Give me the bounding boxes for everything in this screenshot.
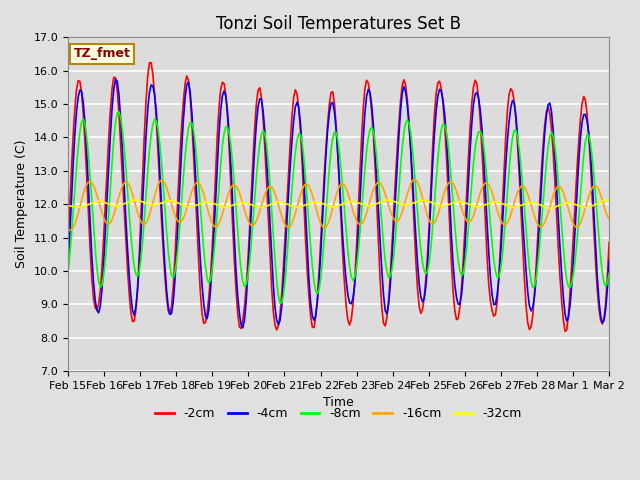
-8cm [144,168,152,174]
-2cm [147,60,155,66]
-8cm [348,274,355,280]
-2cm [346,322,353,328]
Line: -16cm: -16cm [68,180,609,230]
-8cm [276,300,284,306]
-8cm [115,109,123,115]
-32cm [64,203,72,209]
-4cm [112,77,120,83]
-4cm [449,261,457,267]
-8cm [605,271,613,276]
Legend: -2cm, -4cm, -8cm, -16cm, -32cm: -2cm, -4cm, -8cm, -16cm, -32cm [150,402,527,425]
-8cm [543,160,550,166]
Text: TZ_fmet: TZ_fmet [74,48,131,60]
Line: -32cm: -32cm [68,200,609,208]
-16cm [142,220,150,226]
-4cm [144,106,152,112]
-32cm [546,205,554,211]
Line: -4cm: -4cm [68,80,609,328]
Title: Tonzi Soil Temperatures Set B: Tonzi Soil Temperatures Set B [216,15,461,33]
-4cm [543,113,550,119]
-32cm [446,201,454,207]
-16cm [447,179,455,185]
-2cm [541,122,548,128]
-16cm [454,193,462,199]
-16cm [510,200,518,206]
-16cm [541,220,548,226]
-2cm [510,98,518,104]
-32cm [452,199,460,205]
-16cm [605,216,613,222]
-32cm [509,204,516,210]
-4cm [456,301,464,307]
-4cm [605,257,613,263]
-16cm [64,228,72,233]
-2cm [64,241,72,247]
-16cm [410,177,418,182]
-2cm [561,328,569,334]
Y-axis label: Soil Temperature (C): Soil Temperature (C) [15,140,28,268]
X-axis label: Time: Time [323,396,354,409]
-8cm [449,200,457,206]
-16cm [344,191,352,196]
-8cm [456,268,464,274]
Line: -2cm: -2cm [68,63,609,331]
-32cm [344,199,352,205]
-2cm [454,316,462,322]
-4cm [64,267,72,273]
Line: -8cm: -8cm [68,112,609,303]
-4cm [239,325,246,331]
-2cm [605,240,613,245]
-4cm [512,112,520,118]
-8cm [64,269,72,275]
-2cm [142,97,150,103]
-32cm [142,201,150,206]
-2cm [447,259,455,265]
-4cm [348,301,355,307]
-32cm [539,204,547,209]
-32cm [605,197,613,203]
-8cm [512,127,520,133]
